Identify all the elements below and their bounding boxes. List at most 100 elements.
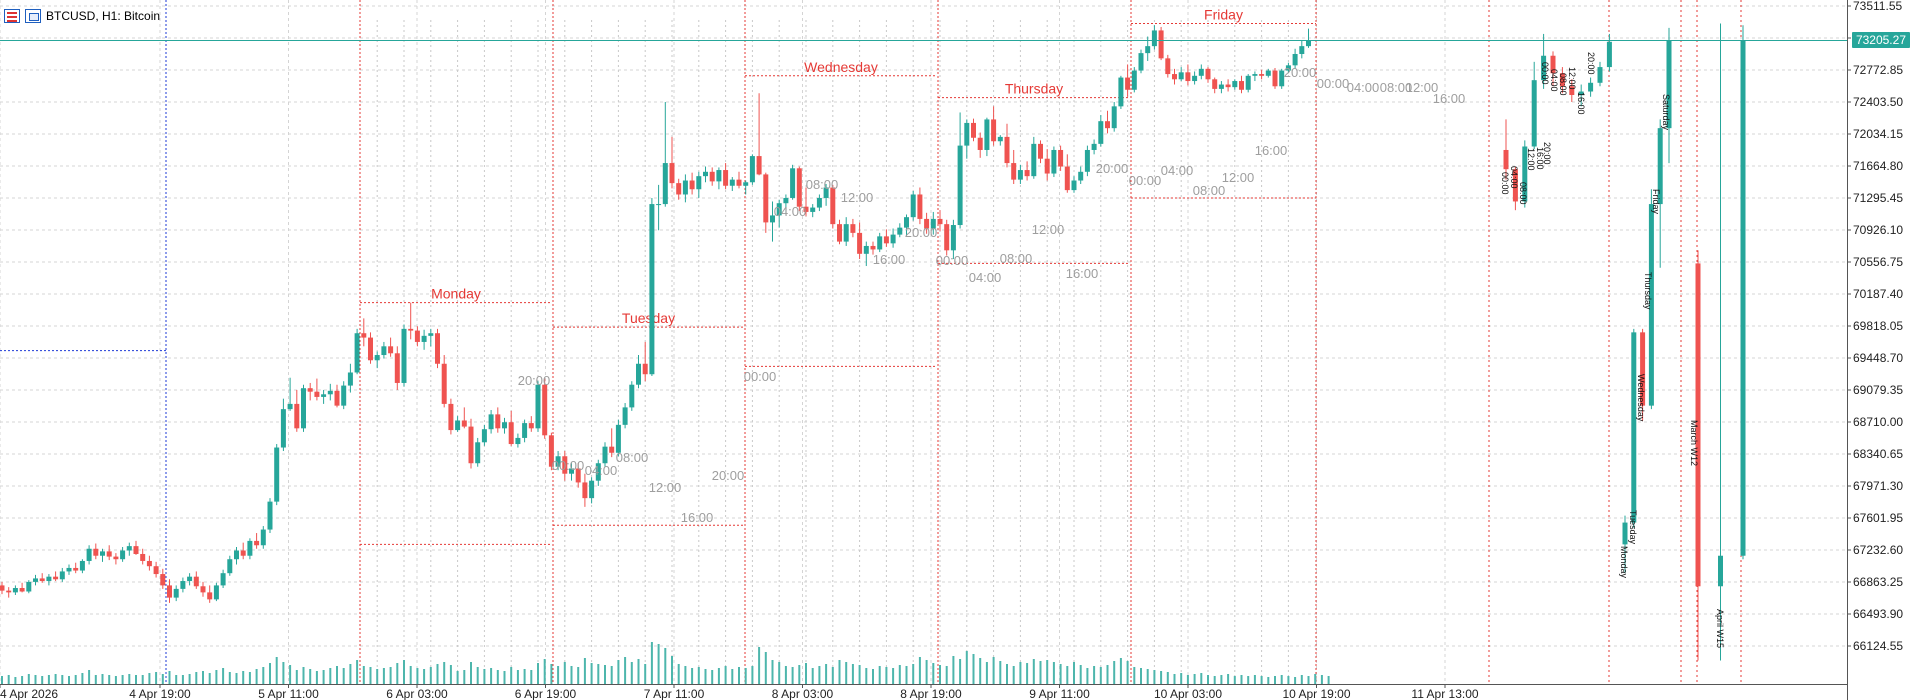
- volume-bar: [597, 664, 600, 684]
- candle-body: [361, 333, 367, 338]
- volume-bar: [1160, 671, 1163, 684]
- volume-bar: [27, 674, 30, 684]
- candle-body: [575, 468, 581, 483]
- candle-body: [709, 171, 715, 182]
- volume-bar: [858, 665, 861, 684]
- volume-bar: [791, 667, 794, 684]
- candle-body: [1098, 121, 1104, 144]
- volume-bar: [1106, 665, 1109, 684]
- candle-body: [1272, 70, 1278, 87]
- volume-bar: [1294, 677, 1297, 684]
- candle-body: [904, 217, 909, 228]
- hour-label: 04:00: [774, 204, 807, 219]
- volume-bar: [1300, 675, 1303, 684]
- y-tick-label: 72772.85: [1853, 63, 1903, 77]
- day-bar-body: [1622, 522, 1628, 545]
- volume-bar: [470, 662, 472, 684]
- volume-bar: [168, 671, 171, 684]
- volume-bar: [114, 676, 117, 684]
- candle-body: [1078, 171, 1084, 181]
- volume-bar: [195, 672, 198, 684]
- volume-bar: [644, 664, 647, 684]
- candle-body: [1044, 158, 1050, 174]
- candle-body: [167, 585, 172, 598]
- x-tick-label: 8 Apr 03:00: [772, 687, 834, 700]
- candle-body: [53, 576, 59, 580]
- hour-label: 16:00: [681, 510, 714, 525]
- volume-bar: [54, 674, 57, 684]
- volume-bar: [309, 669, 312, 684]
- hour-label: 16:00: [1255, 143, 1288, 158]
- candle-body: [388, 346, 394, 354]
- volume-bar: [845, 662, 848, 684]
- candle-body: [428, 333, 434, 336]
- symbol-title: BTCUSD, H1: Bitcoin: [46, 9, 161, 23]
- candle-body: [1051, 149, 1057, 174]
- volume-bar: [1247, 676, 1250, 684]
- candle-body: [1084, 149, 1090, 172]
- candle-body: [448, 403, 454, 431]
- candle-body: [260, 529, 266, 546]
- candle-body: [723, 170, 729, 186]
- panel-hour-label: 16:00: [1535, 147, 1545, 170]
- candle-body: [314, 391, 320, 397]
- volume-bar: [637, 659, 640, 684]
- y-tick-label: 66493.90: [1853, 607, 1903, 621]
- candle-body: [756, 156, 762, 175]
- candle-body: [414, 330, 420, 342]
- volume-bar: [1099, 667, 1102, 684]
- volume-bar: [717, 668, 720, 684]
- volume-bar: [731, 669, 734, 684]
- candle-body: [542, 384, 548, 436]
- candle-body: [783, 197, 789, 204]
- volume-bar: [215, 670, 218, 684]
- volume-bar: [704, 669, 707, 684]
- candle-body: [187, 576, 193, 582]
- volume-bar: [269, 663, 271, 684]
- volume-bar: [764, 652, 767, 684]
- volume-bar: [650, 642, 653, 684]
- volume-bar: [1287, 676, 1290, 684]
- volume-bar: [1059, 664, 1062, 684]
- volume-bar: [952, 656, 955, 684]
- candle-body: [1024, 170, 1030, 177]
- candle-body: [602, 446, 608, 464]
- chart-list-icon[interactable]: [4, 9, 20, 23]
- volume-bar: [1113, 661, 1116, 684]
- candle-body: [535, 384, 541, 429]
- h4-bar-body: [1522, 146, 1528, 202]
- volume-bar: [396, 663, 399, 684]
- last-price-tag: 73205.27: [1851, 32, 1910, 49]
- candle-body: [837, 224, 842, 242]
- volume-bar: [88, 670, 91, 684]
- volume-bar: [691, 668, 694, 684]
- volume-bar: [972, 654, 975, 684]
- volume-bar: [94, 675, 97, 684]
- volume-bar: [423, 669, 426, 684]
- volume-bar: [208, 673, 211, 684]
- candle-body: [19, 588, 25, 592]
- volume-bar: [369, 667, 372, 684]
- candle-body: [890, 234, 896, 244]
- panel-day-label: Saturday: [1661, 94, 1671, 131]
- candle-body: [113, 556, 119, 560]
- candle-body: [79, 560, 85, 571]
- volume-bar: [141, 675, 144, 684]
- candle-body: [1285, 65, 1291, 71]
- symbol-icon[interactable]: [25, 9, 41, 23]
- candle-body: [910, 194, 916, 218]
- panel-hour-label: 00:00: [1500, 172, 1510, 195]
- volume-bar: [865, 668, 868, 684]
- volume-bar: [14, 677, 17, 684]
- candle-body: [569, 468, 574, 474]
- hour-label: 00:00: [1317, 76, 1350, 91]
- day-label: Friday: [1204, 6, 1243, 22]
- candle-body: [6, 590, 12, 593]
- day-bar-body: [1648, 204, 1654, 406]
- volume-bar: [74, 675, 77, 684]
- volume-bar: [443, 662, 446, 684]
- hour-label: 08:00: [1193, 183, 1226, 198]
- week-bar-body: [1740, 40, 1746, 556]
